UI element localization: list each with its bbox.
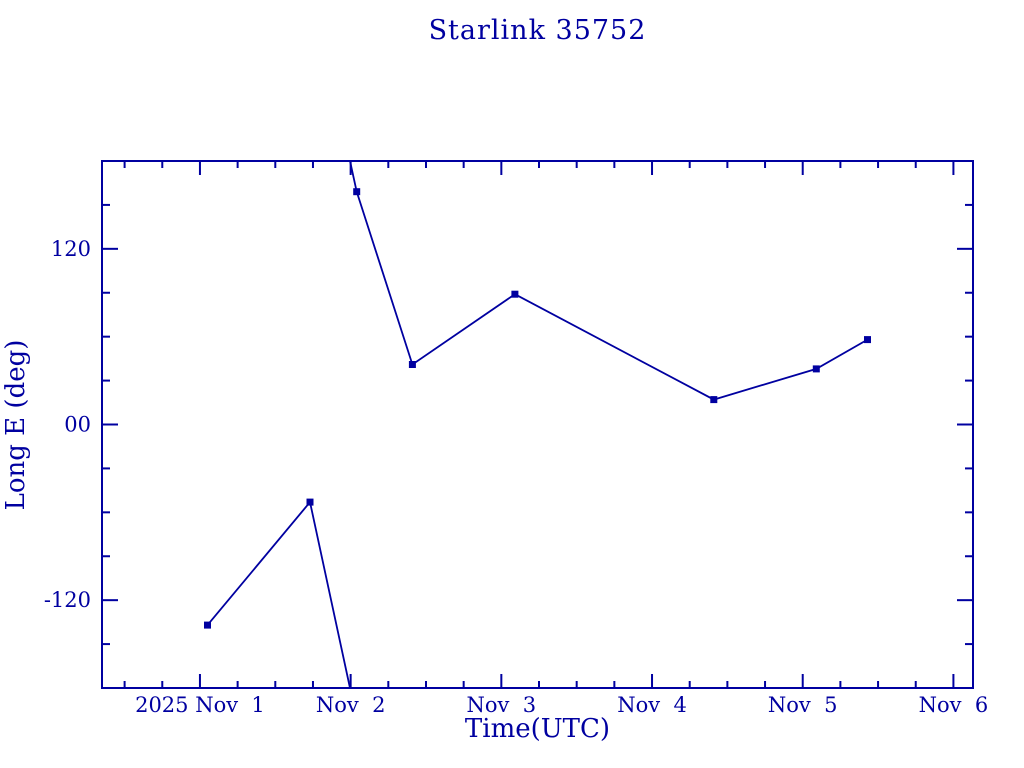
y-tick-label: 00 [64,413,91,437]
axis-ticks [102,161,973,688]
y-tick-label: -120 [44,588,91,612]
x-axis-title: Time(UTC) [464,714,611,744]
y-axis-title: Long E (deg) [1,339,31,511]
data-series [204,160,871,689]
y-tick-label: 120 [51,237,91,261]
data-point-marker [864,336,871,344]
data-point-marker [306,498,314,506]
x-tick-label: Nov 2 [316,693,386,717]
x-tick-label: Nov 4 [617,693,687,717]
x-tick-label: Nov 6 [919,693,989,717]
x-tick-label: Nov 3 [467,693,537,717]
series-line-segment [349,160,868,401]
data-point-marker [353,188,361,196]
series-line-segment [206,500,351,689]
data-point-marker [710,396,718,404]
data-point-marker [204,621,211,629]
plot-border [101,160,974,689]
x-tick-label: 2025 Nov 1 [135,693,265,717]
data-point-marker [511,290,519,298]
x-tick-label: Nov 5 [768,693,838,717]
data-point-marker [812,365,820,373]
chart-title: Starlink 35752 [428,15,647,46]
data-point-marker [408,361,416,368]
axis-tick-labels: 2025 Nov 1 Nov 2 Nov 3 Nov 4 Nov 5 Nov 6 120 00… [44,237,988,717]
